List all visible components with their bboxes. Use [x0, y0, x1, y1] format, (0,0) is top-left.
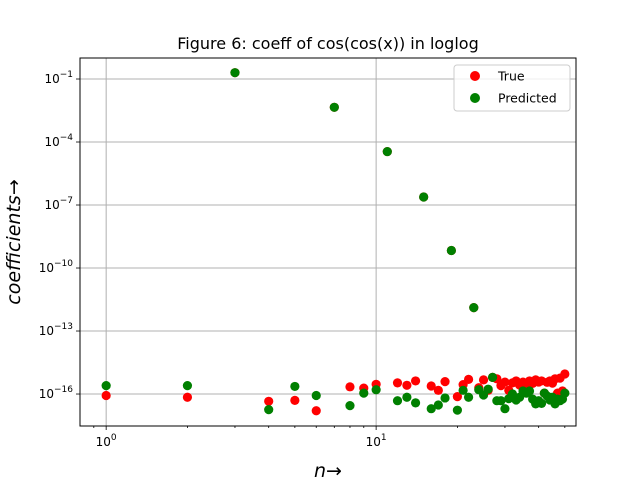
legend-marker-true: [470, 71, 480, 81]
data-point-predicted: [329, 102, 339, 112]
data-point-predicted: [402, 392, 412, 402]
y-tick-label: 10−4: [44, 133, 73, 149]
data-point-predicted: [359, 388, 369, 398]
data-point-predicted: [382, 146, 392, 157]
data-point-predicted: [469, 303, 479, 313]
legend: True Predicted: [453, 64, 571, 112]
data-point-predicted: [290, 381, 300, 392]
data-point-predicted: [311, 390, 321, 401]
data-point-predicted: [458, 385, 468, 395]
x-tick-label: 101: [366, 433, 387, 449]
y-tick-label: 10−1: [44, 70, 73, 86]
data-point-predicted: [392, 396, 403, 406]
data-point-predicted: [487, 372, 498, 382]
data-point-predicted: [500, 404, 510, 414]
data-point-predicted: [446, 245, 456, 256]
data-point-predicted: [496, 396, 506, 406]
data-point-predicted: [371, 385, 381, 395]
data-point-true: [101, 390, 111, 401]
data-point-predicted: [452, 405, 462, 415]
data-point-predicted: [463, 392, 474, 402]
data-point-predicted: [264, 405, 274, 415]
axes-frame: [79, 57, 577, 427]
legend-label-predicted: Predicted: [498, 91, 557, 106]
data-point-predicted: [101, 381, 111, 391]
data-point-predicted: [426, 404, 436, 414]
legend-marker-predicted: [470, 93, 480, 103]
data-point-predicted: [536, 398, 547, 408]
data-point-true: [463, 374, 474, 384]
y-tick-label: 10−10: [39, 259, 74, 275]
data-point-predicted: [433, 400, 443, 410]
data-point-predicted: [524, 386, 535, 396]
data-point-predicted: [483, 384, 493, 394]
data-point-true: [402, 380, 412, 390]
x-tick-label: 100: [96, 433, 117, 449]
data-point-true: [345, 382, 355, 392]
y-tick-label: 10−7: [44, 196, 73, 212]
data-point-true: [426, 381, 436, 391]
chart-title: Figure 6: coeff of cos(cos(x)) in loglog: [177, 34, 478, 53]
data-point-true: [392, 378, 403, 388]
data-point-predicted: [410, 398, 421, 408]
data-point-true: [433, 385, 443, 395]
legend-frame: [453, 64, 571, 112]
data-point-true: [311, 406, 321, 416]
y-tick-label: 10−16: [39, 385, 74, 401]
data-point-true: [410, 376, 421, 386]
legend-label-true: True: [497, 69, 525, 84]
data-point-true: [440, 377, 450, 387]
data-point-true: [500, 377, 510, 387]
data-point-predicted: [419, 192, 429, 202]
data-point-predicted: [345, 401, 355, 411]
data-point-predicted: [230, 68, 240, 78]
data-point-true: [452, 392, 462, 402]
y-tick-label: 10−13: [39, 322, 73, 338]
data-point-predicted: [440, 393, 450, 403]
y-axis-label: coefficients→: [3, 179, 25, 304]
x-axis-label: n→: [314, 460, 342, 480]
data-point-true: [560, 369, 570, 379]
data-point-true: [264, 396, 274, 406]
data-point-predicted: [560, 388, 570, 398]
data-point-true: [290, 395, 300, 405]
data-point-predicted: [182, 381, 193, 391]
data-point-true: [182, 392, 193, 402]
plot-area: 100 101 10−16 10−13 10−10 10−7 10−4 10−1: [39, 57, 577, 449]
data-point-true: [478, 375, 489, 385]
